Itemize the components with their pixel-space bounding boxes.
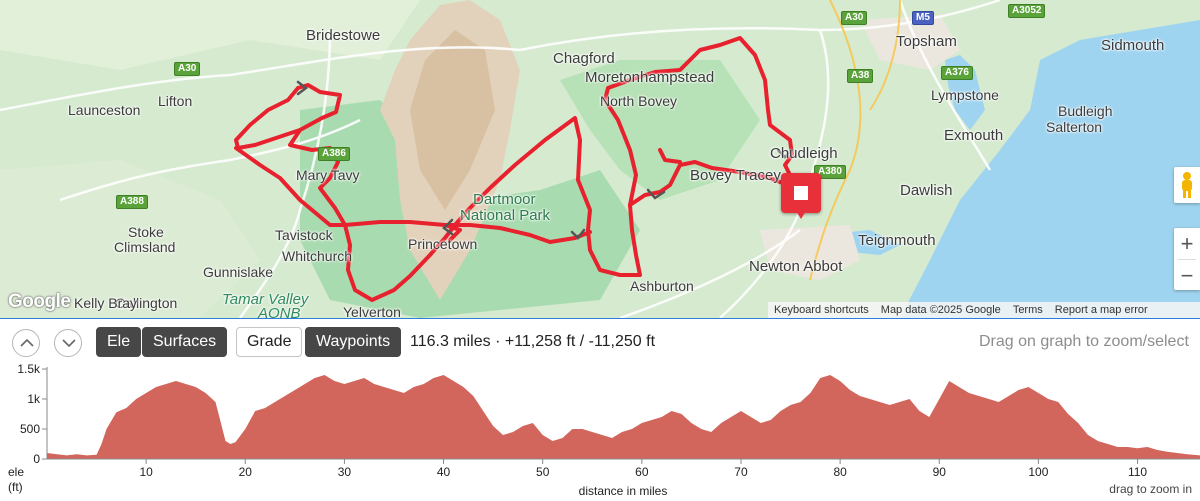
route-end-marker-pointer: [796, 211, 806, 219]
terms-link[interactable]: Terms: [1012, 304, 1043, 316]
graph-zoom-hint: Drag on graph to zoom/select: [979, 333, 1189, 350]
place-callington: Callington: [115, 295, 178, 311]
road-a386: A386: [318, 147, 350, 161]
map-terrain: [0, 0, 1200, 318]
tab-elevation[interactable]: Ele: [96, 327, 142, 357]
route-end-marker[interactable]: [781, 173, 821, 213]
place-tavistock: Tavistock: [275, 227, 333, 243]
place-whitchurch: Whitchurch: [282, 248, 353, 264]
x-tick-label: 40: [437, 465, 451, 479]
tamar-valley-label: Tamar Valley: [222, 291, 309, 308]
place-launceston: Launceston: [68, 102, 141, 118]
place-chagford: Chagford: [553, 50, 615, 67]
place-north-bovey: North Bovey: [600, 93, 678, 109]
map-attribution-bar: Keyboard shortcuts Map data ©2025 Google…: [768, 302, 1200, 318]
y-axis-unit: (ft): [8, 480, 23, 494]
y-axis-ticks: 0 500 1k 1.5k: [17, 362, 47, 466]
place-newton-abbot: Newton Abbot: [749, 258, 843, 275]
place-moretonhampstead: Moretonhampstead: [585, 69, 715, 86]
report-map-error-link[interactable]: Report a map error: [1054, 304, 1148, 316]
elevation-area: [47, 375, 1200, 459]
y-tick-label: 0: [33, 452, 40, 466]
route-stats: 116.3 miles · +11,258 ft / -11,250 ft: [410, 333, 656, 350]
place-exmouth: Exmouth: [944, 127, 1004, 144]
road-a3052: A3052: [1008, 4, 1046, 18]
place-sidmouth: Sidmouth: [1101, 37, 1165, 54]
place-dawlish: Dawlish: [900, 182, 953, 199]
place-mary-tavy: Mary Tavy: [296, 167, 360, 183]
park-label-line1: Dartmoor: [473, 191, 536, 208]
place-topsham: Topsham: [896, 33, 957, 50]
place-ashburton: Ashburton: [630, 278, 694, 294]
x-tick-label: 10: [139, 465, 153, 479]
place-bovey-tracey: Bovey Tracey: [690, 167, 781, 184]
expand-down-button[interactable]: [54, 329, 82, 357]
tamar-valley-label-2: AONB: [258, 305, 301, 318]
x-tick-label: 30: [338, 465, 352, 479]
x-axis-ticks: 10 20 30 40 50 60 70 80 90 100 110: [139, 459, 1147, 479]
chart-drag-hint: drag to zoom in: [1109, 482, 1192, 496]
keyboard-shortcuts-link[interactable]: Keyboard shortcuts: [774, 304, 869, 316]
place-yelverton: Yelverton: [343, 304, 401, 319]
y-axis-label: ele: [8, 465, 24, 479]
place-stoke: Stoke: [128, 224, 164, 240]
place-gunnislake: Gunnislake: [203, 264, 274, 280]
road-a388: A388: [116, 195, 148, 209]
y-tick-label: 1k: [27, 392, 41, 406]
zoom-out-button[interactable]: −: [1180, 263, 1194, 288]
chevron-down-icon: [62, 339, 76, 348]
place-climsland: Climsland: [114, 239, 176, 255]
tab-surfaces[interactable]: Surfaces: [142, 327, 228, 357]
place-lifton: Lifton: [158, 93, 193, 109]
park-label-line2: National Park: [460, 207, 551, 224]
zoom-controls: + −: [1174, 228, 1200, 290]
place-princetown: Princetown: [408, 236, 478, 252]
tab-waypoints[interactable]: Waypoints: [305, 327, 402, 357]
place-bridestowe: Bridestowe: [306, 27, 381, 44]
x-tick-label: 80: [833, 465, 847, 479]
elevation-toolbar: Ele Surfaces Grade Waypoints 116.3 miles…: [0, 318, 1200, 362]
road-a30-west: A30: [174, 62, 201, 76]
road-m5: M5: [912, 11, 934, 25]
x-tick-label: 110: [1128, 465, 1147, 479]
road-a38: A38: [847, 69, 874, 83]
map-data-text: Map data ©2025 Google: [880, 304, 1001, 316]
x-tick-label: 70: [734, 465, 748, 479]
place-chudleigh: Chudleigh: [770, 145, 838, 162]
road-a30-east: A30: [841, 11, 868, 25]
x-tick-label: 50: [536, 465, 550, 479]
chevron-up-icon: [20, 338, 34, 347]
zoom-in-button[interactable]: +: [1180, 231, 1194, 256]
x-tick-label: 20: [239, 465, 253, 479]
y-tick-label: 1.5k: [17, 362, 41, 376]
y-tick-label: 500: [20, 422, 40, 436]
x-axis-label: distance in miles: [579, 484, 668, 498]
x-tick-label: 100: [1028, 465, 1048, 479]
road-a376: A376: [941, 66, 973, 80]
place-kelly-bray: Kelly Bray: [74, 295, 138, 311]
google-logo[interactable]: Google: [8, 291, 71, 312]
x-tick-label: 90: [933, 465, 947, 479]
place-lympstone: Lympstone: [931, 87, 999, 103]
place-teignmouth: Teignmouth: [858, 232, 936, 249]
place-salterton: Salterton: [1046, 119, 1103, 135]
collapse-up-button[interactable]: [12, 329, 40, 357]
x-tick-label: 60: [635, 465, 649, 479]
zoom-divider: [1178, 259, 1196, 260]
street-view-pegman-icon[interactable]: [1174, 167, 1200, 203]
place-budleigh: Budleigh: [1058, 103, 1113, 119]
tab-grade[interactable]: Grade: [236, 327, 303, 357]
road-a380: A380: [814, 165, 846, 179]
map-view[interactable]: Bridestowe Launceston Lifton Mary Tavy T…: [0, 0, 1200, 318]
